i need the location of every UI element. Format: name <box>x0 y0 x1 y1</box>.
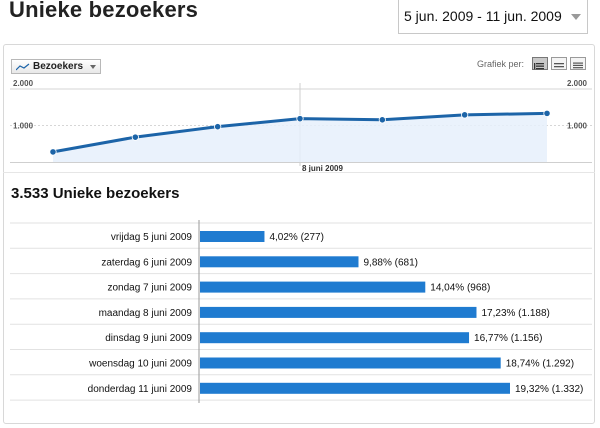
bar-value-label: 9,88% (681) <box>363 257 417 268</box>
dropdown-arrow-icon <box>90 65 96 69</box>
bar-value-label: 14,04% (968) <box>430 283 490 294</box>
page-title: Unieke bezoekers <box>9 0 199 22</box>
x-tick-label: 8 juni 2009 <box>302 164 343 173</box>
bar-value-label: 4,02% (277) <box>269 232 323 243</box>
bar-value-label: 17,23% (1.188) <box>481 308 549 319</box>
graph-by-label: Grafiek per: <box>477 59 525 69</box>
data-point[interactable] <box>296 115 304 123</box>
bar[interactable] <box>200 332 470 344</box>
visitors-line-chart: 2.000 2.000 1.000 1.000 8 juni 2009 <box>10 79 592 173</box>
bar-category-label: vrijdag 5 juni 2009 <box>111 232 193 243</box>
metric-dropdown-label: Bezoekers <box>33 61 84 72</box>
day-view-icon[interactable] <box>532 57 548 70</box>
bar-category-label: zondag 7 juni 2009 <box>107 283 192 294</box>
data-point[interactable] <box>543 109 551 117</box>
data-point[interactable] <box>214 123 222 131</box>
area-fill <box>53 113 547 162</box>
bar-category-label: dinsdag 9 juni 2009 <box>105 333 192 344</box>
bar[interactable] <box>200 357 501 369</box>
data-point[interactable] <box>378 116 386 124</box>
bar-value-label: 19,32% (1.332) <box>515 384 583 395</box>
month-view-icon[interactable] <box>570 57 586 70</box>
bar[interactable] <box>200 306 477 318</box>
section-divider <box>3 172 595 173</box>
y-tick-label-right: 1.000 <box>567 122 588 131</box>
date-range-selector[interactable]: 5 jun. 2009 - 11 jun. 2009 <box>398 0 588 34</box>
y-tick-label-left: 2.000 <box>13 79 34 88</box>
data-point[interactable] <box>49 148 57 156</box>
data-point[interactable] <box>461 111 469 119</box>
summary-title: 3.533 Unieke bezoekers <box>11 185 180 202</box>
chevron-down-icon <box>571 14 581 20</box>
bar[interactable] <box>200 231 265 242</box>
bar[interactable] <box>200 382 510 394</box>
bar[interactable] <box>200 256 359 268</box>
bar-category-label: woensdag 10 juni 2009 <box>88 359 192 370</box>
bar-category-label: maandag 8 juni 2009 <box>99 308 193 319</box>
bar-category-label: donderdag 11 juni 2009 <box>88 384 193 395</box>
bar-category-label: zaterdag 6 juni 2009 <box>101 257 192 268</box>
bar-value-label: 18,74% (1.292) <box>506 359 574 370</box>
bar-value-label: 16,77% (1.156) <box>474 333 542 344</box>
metric-dropdown[interactable]: Bezoekers <box>11 59 101 74</box>
sparkline-icon <box>16 63 30 71</box>
y-tick-label-right: 2.000 <box>567 79 588 88</box>
y-tick-label-left: 1.000 <box>13 122 34 131</box>
date-range-text: 5 jun. 2009 - 11 jun. 2009 <box>404 8 562 24</box>
bar[interactable] <box>200 281 426 293</box>
week-view-icon[interactable] <box>551 57 567 70</box>
data-point[interactable] <box>131 133 139 141</box>
